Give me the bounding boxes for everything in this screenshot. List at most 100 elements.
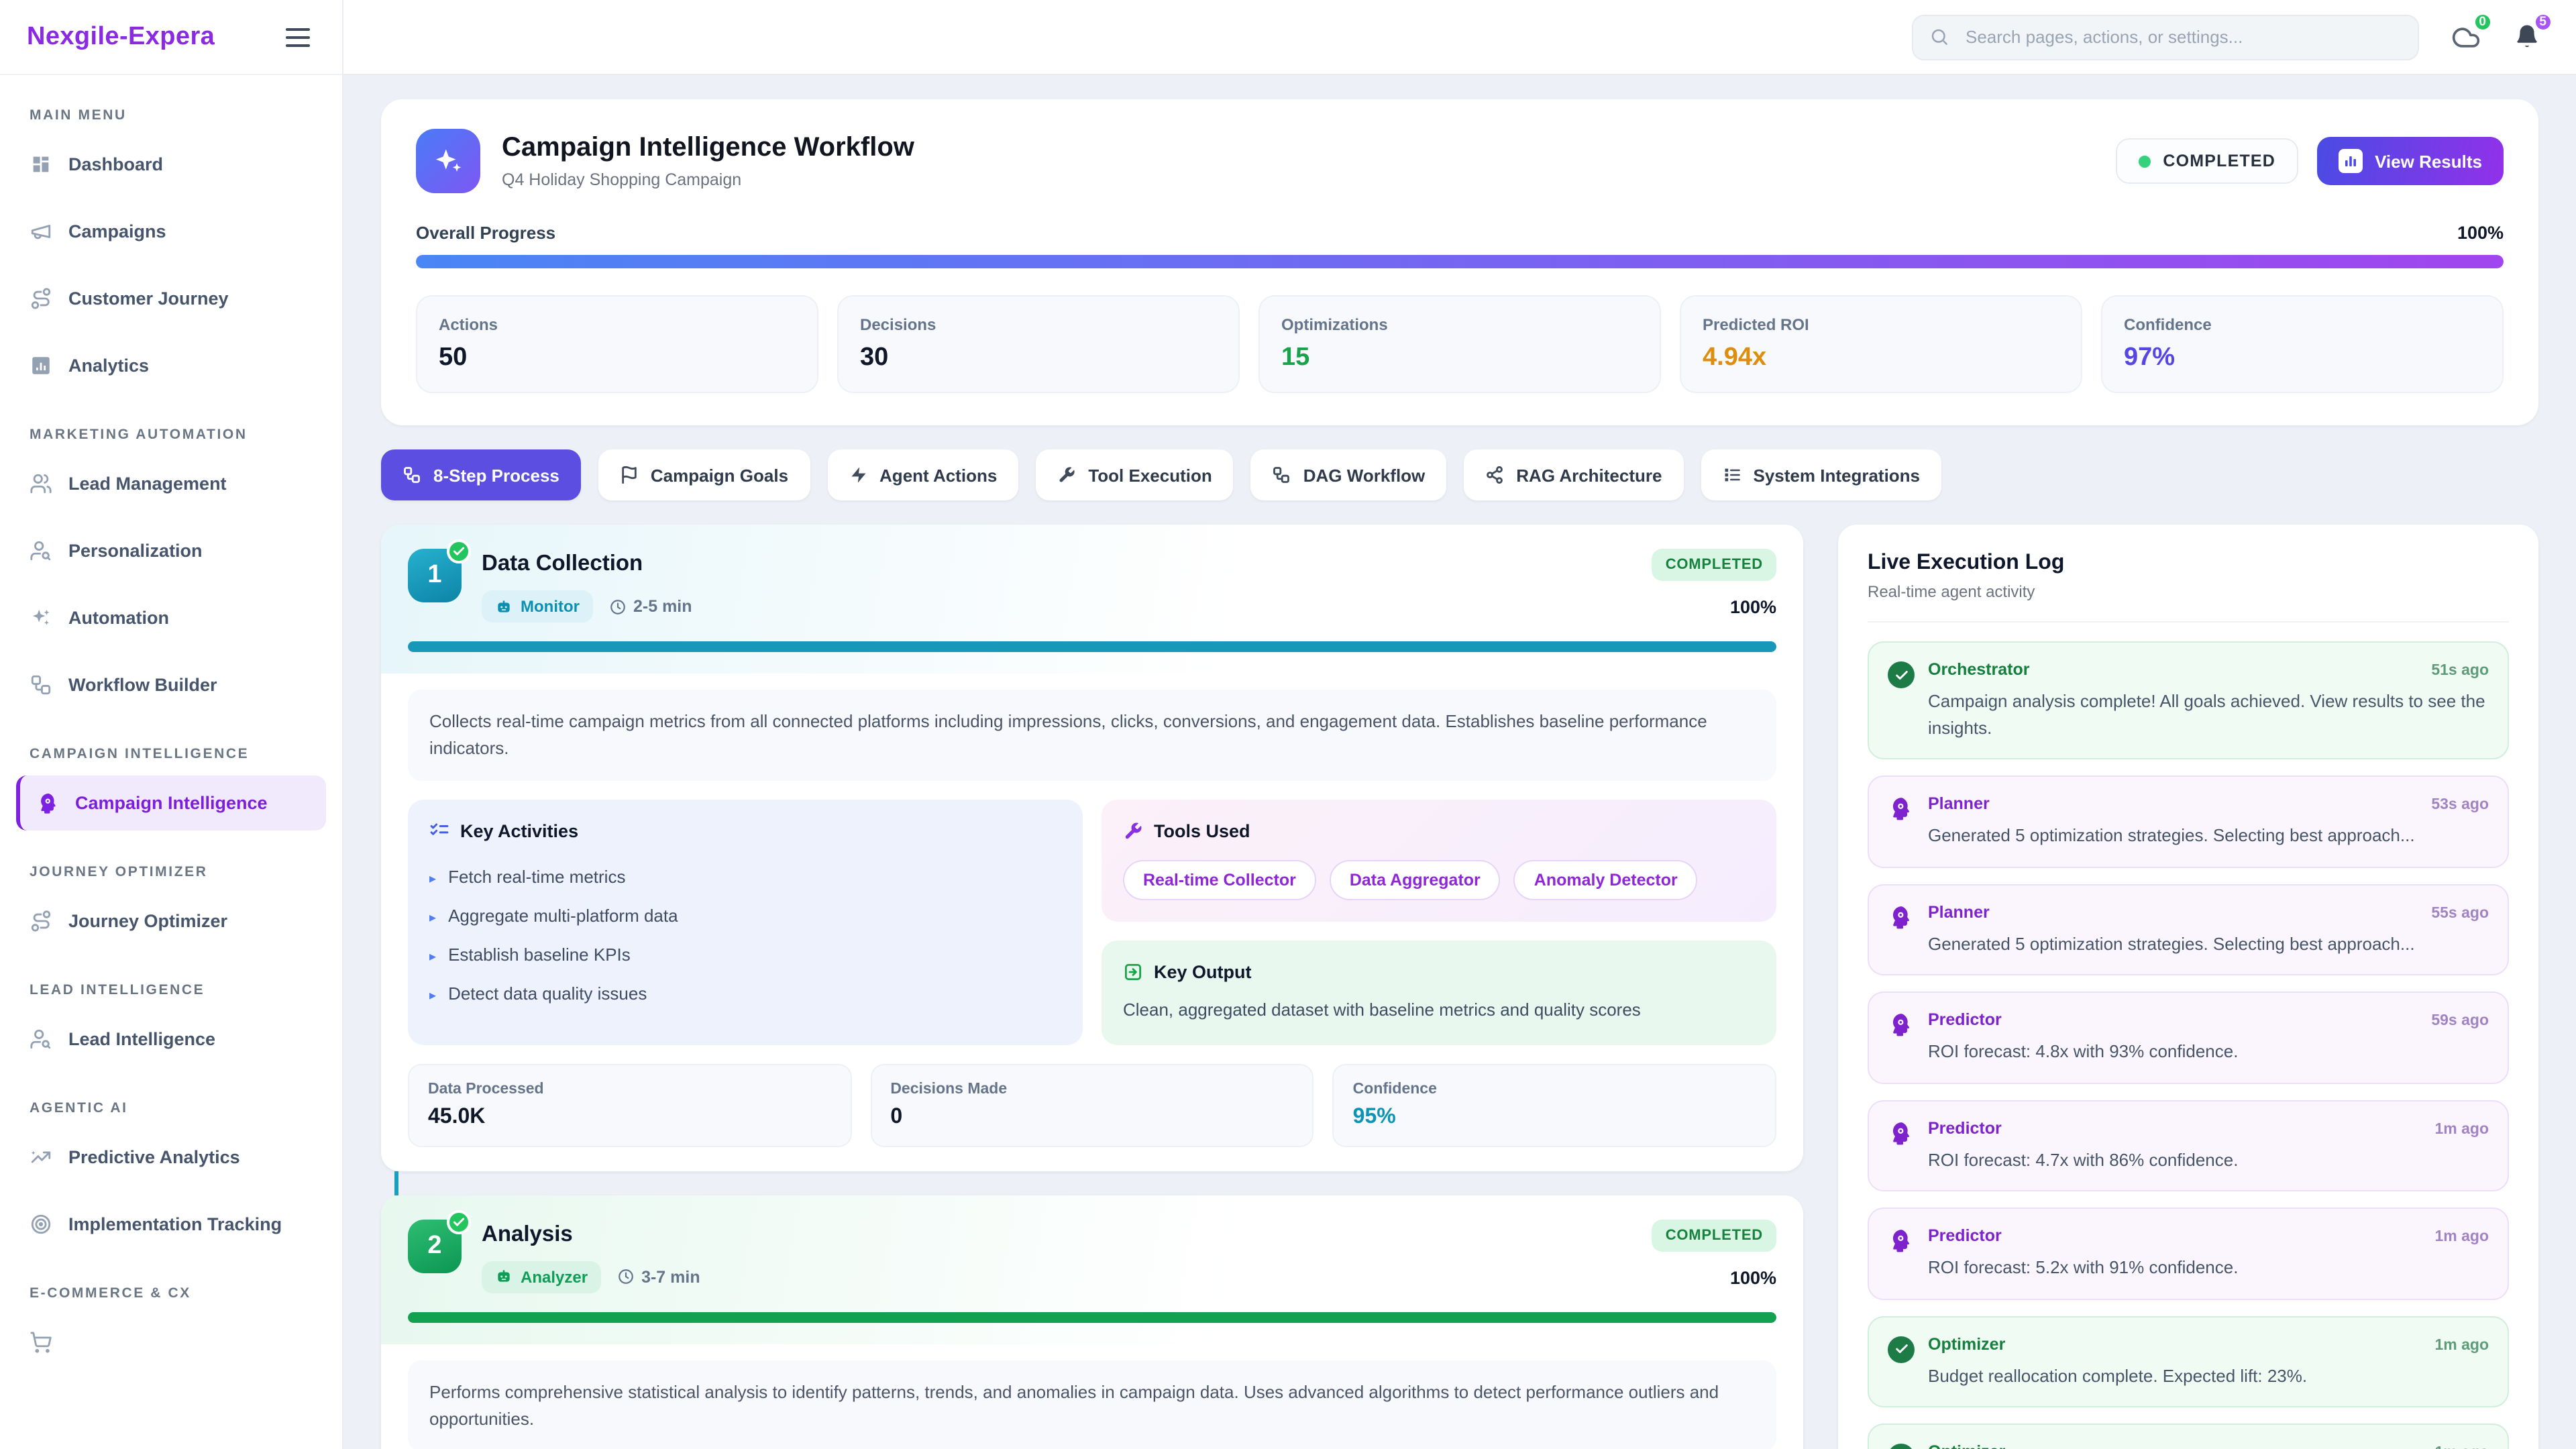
sidebar-item-label: Dashboard [68,154,164,174]
route-icon [30,287,52,310]
nav-section-journey-optimizer: JOURNEY OPTIMIZER [30,864,208,880]
sidebar-item-predictive-analytics[interactable]: Predictive Analytics [16,1130,326,1185]
bell-icon [2517,25,2537,48]
agent-role-badge: Analyzer [482,1260,602,1293]
sidebar-item-implementation-tracking[interactable]: Implementation Tracking [16,1197,326,1252]
tab-campaign-goals[interactable]: Campaign Goals [598,449,810,500]
cloud-badge: 0 [2472,11,2493,32]
log-entry: Planner 55s ago Generated 5 optimization … [1868,883,2509,975]
step-description: Performs comprehensive statistical analy… [408,1360,1776,1449]
output-icon [1125,964,1141,981]
sidebar-header: Nexgile-Expera [0,0,342,75]
sidebar-item-lead-management[interactable]: Lead Management [16,456,326,511]
sidebar-item-workflow-builder[interactable]: Workflow Builder [16,657,326,712]
tab-tool-execution[interactable]: Tool Execution [1036,449,1234,500]
topbar: 0 5 [343,0,2576,75]
tab-rag-architecture[interactable]: RAG Architecture [1464,449,1684,500]
step-title: Analysis [482,1222,573,1246]
log-timestamp: 59s ago [2431,1013,2489,1029]
head-gear-icon [1888,904,1915,930]
sidebar-item-automation[interactable]: Automation [16,590,326,645]
log-message: ROI forecast: 4.7x with 86% confidence. [1928,1149,2239,1169]
metric-data-processed: Data Processed 45.0K [408,1063,852,1147]
clock-icon [610,599,625,614]
log-timestamp: 51s ago [2431,663,2489,679]
sidebar-item-personalization[interactable]: Personalization [16,523,326,578]
sidebar-item-analytics[interactable]: Analytics [16,338,326,393]
user-search-icon [30,539,52,562]
tab-agent-actions[interactable]: Agent Actions [827,449,1019,500]
cloud-status-button[interactable]: 0 [2451,11,2493,52]
sidebar-item-label: Journey Optimizer [68,911,228,931]
trend-sparkle-icon [30,1146,52,1169]
agent-role-badge: Monitor [482,590,593,623]
results-chart-icon [2339,149,2363,173]
step-complete-check-icon [447,539,471,564]
step-status-badge: COMPLETED [1652,549,1776,581]
sidebar-item-campaign-intelligence[interactable]: Campaign Intelligence [16,775,326,830]
sidebar-item-label: Implementation Tracking [68,1214,282,1234]
activity-item: ▸ Detect data quality issues [429,983,647,1004]
main-area: 0 5 Campaign Intelligence Workflow Q4 Ho… [343,0,2576,1449]
stat-predicted-roi: Predicted ROI 4.94x [1680,295,2082,393]
nav-section-campaign-intelligence: CAMPAIGN INTELLIGENCE [30,746,250,762]
overall-progress-value: 100% [2457,223,2504,243]
nav-section-ecommerce-cx: E-COMMERCE & CX [30,1285,191,1301]
search-icon [1931,29,1947,45]
tab-8-step-process[interactable]: 8-Step Process [381,449,581,500]
log-message: Budget reallocation complete. Expected l… [1928,1365,2308,1385]
sidebar-item-lead-intelligence[interactable]: Lead Intelligence [16,1012,326,1067]
key-activities-panel: Key Activities ▸ Fetch real-time metrics … [408,800,1083,1045]
step-title: Data Collection [482,551,643,576]
stat-decisions: Decisions 30 [837,295,1240,393]
view-results-button[interactable]: View Results [2317,137,2504,185]
brand-logo: Nexgile-Expera [27,22,215,50]
users-icon [30,472,52,495]
search-box[interactable] [1912,14,2419,60]
steps-column: 1 Data Collection Monitor [381,525,1803,1449]
log-message: Generated 5 optimization strategies. Sel… [1928,933,2415,953]
key-output-text: Clean, aggregated dataset with baseline … [1123,1000,1641,1020]
log-timestamp: 1m ago [2434,1121,2489,1137]
log-title: Live Execution Log [1868,551,2065,574]
check-circle-icon [1888,661,1915,688]
metric-decisions-made: Decisions Made 0 [870,1063,1314,1147]
log-entries[interactable]: Orchestrator 51s ago Campaign analysis co… [1868,641,2509,1449]
step-description: Collects real-time campaign metrics from… [408,690,1776,782]
check-circle-icon [1888,1336,1915,1362]
clock-icon [619,1269,633,1285]
nav-section-main-menu: MAIN MENU [30,107,127,123]
sidebar: Nexgile-Expera MAIN MENU Dashboard Campa… [0,0,343,1449]
page-title: Campaign Intelligence Workflow [502,133,914,162]
activity-item: ▸ Aggregate multi-platform data [429,906,678,926]
log-agent-name: Predictor [1928,1010,2002,1029]
head-gear-icon [1888,1120,1915,1146]
activity-item: ▸ Establish baseline KPIs [429,945,631,965]
page-subtitle: Q4 Holiday Shopping Campaign [502,170,742,189]
view-tabs: 8-Step Process Campaign Goals Agent Acti… [381,449,2538,500]
bar-chart-icon [30,354,52,377]
sidebar-item-journey-optimizer[interactable]: Journey Optimizer [16,894,326,949]
workflow-icon [1273,467,1290,483]
sidebar-item-dashboard[interactable]: Dashboard [16,137,326,192]
stats-row: Actions 50 Decisions 30 Optimizations 15… [416,295,2504,393]
log-entry: Predictor 59s ago ROI forecast: 4.8x with… [1868,991,2509,1083]
notifications-button[interactable]: 5 [2513,12,2553,51]
tab-system-integrations[interactable]: System Integrations [1701,449,1942,500]
menu-toggle-icon[interactable] [280,22,315,52]
robot-icon [498,600,510,612]
tab-dag-workflow[interactable]: DAG Workflow [1250,449,1447,500]
nav-section-agentic-ai: AGENTIC AI [30,1100,128,1116]
search-input[interactable] [1963,25,2402,48]
log-agent-name: Optimizer [1928,1334,2006,1353]
tool-pill: Real-time Collector [1123,860,1316,901]
head-gear-icon [1888,1228,1915,1254]
sidebar-item-customer-journey[interactable]: Customer Journey [16,271,326,326]
list-icon [1725,468,1740,482]
log-agent-name: Predictor [1928,1226,2002,1245]
sidebar-item-campaigns[interactable]: Campaigns [16,204,326,259]
checklist-icon [430,824,449,836]
workflow-status-badge: COMPLETED [2116,138,2299,184]
log-entry: Optimizer 1m ago [1868,1424,2509,1449]
sidebar-item-ecommerce[interactable] [16,1315,326,1370]
